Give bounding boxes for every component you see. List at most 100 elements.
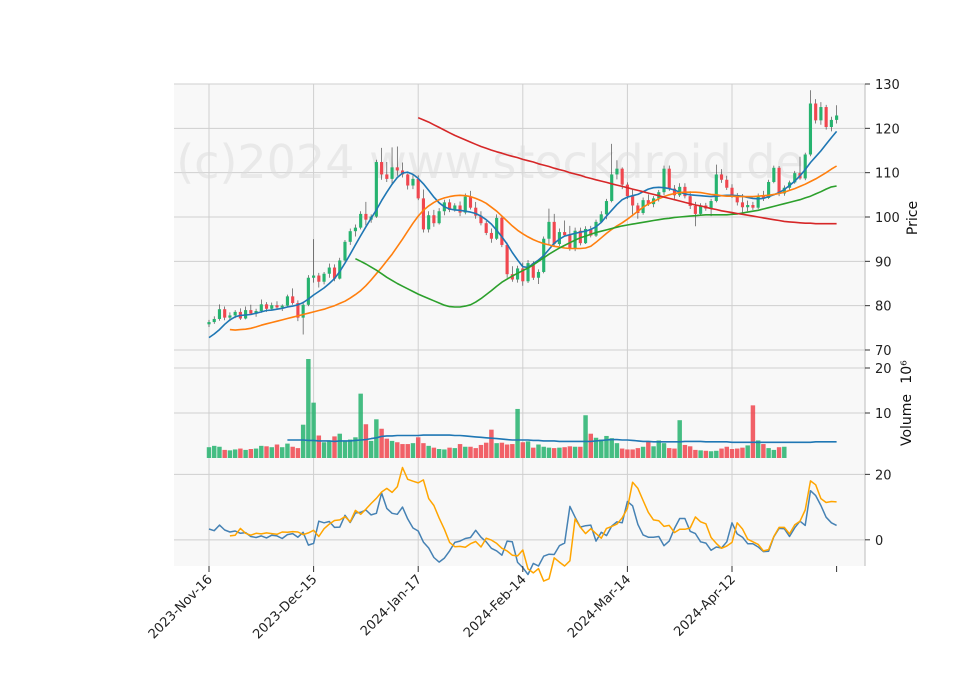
volume-bar [525,441,531,458]
candle-body [296,303,300,318]
volume-bar [478,444,484,458]
candle-body [500,217,504,245]
candle-body [719,174,724,180]
volume-bar [232,449,238,458]
candle-body [536,271,541,278]
volume-bar [776,447,782,458]
volume-bar [306,359,311,458]
candle-body [793,173,797,183]
candle-body [416,178,420,199]
candle-body [223,309,227,318]
volume-bar [259,445,264,458]
candle-body [338,260,342,279]
x-tick-label: 2024-Feb-14 [461,572,530,641]
candle-body [594,221,598,236]
price-tick-label: 110 [875,167,900,182]
price-panel [207,90,839,339]
candle-body [489,232,493,239]
candle-body [767,181,771,198]
candle-body [291,296,295,304]
volume-bar [311,402,316,458]
volume-bar [384,438,390,458]
volume-bar [347,439,353,458]
candle-body [228,315,232,318]
price-tick-label: 120 [875,122,900,137]
candle-body [604,201,609,215]
volume-bar [531,447,536,458]
volume-bar [572,446,578,458]
price-ma_mid-line [229,165,838,331]
volume-bar [515,408,520,458]
volume-bar [442,449,447,458]
candle-body [552,221,556,245]
price-tick-label: 80 [875,300,892,315]
volume-bar [285,443,290,458]
volume-bar [337,433,342,458]
volume-bar [264,446,269,458]
volume-bar [400,444,405,458]
candle-body [782,187,786,194]
volume-axis-unit: 10⁶ [899,360,915,384]
volume-bar [667,448,672,458]
volume-bar [269,447,274,458]
candle-body [772,167,776,182]
volume-bar [614,443,620,458]
price-tick-label: 70 [875,344,892,359]
volume-bar [520,442,526,458]
volume-bar [745,445,750,458]
volume-bar [295,448,301,458]
candle-body [432,215,436,224]
volume-bar [374,419,379,458]
candle-body [332,267,337,279]
volume-bar [504,444,510,458]
volume-bar [635,448,641,458]
volume-bar [468,446,473,458]
candle-body [217,309,222,319]
candle-body [280,305,284,308]
volume-bar [656,440,662,458]
price-tick-label: 130 [875,78,900,93]
macd-panel-bg [174,458,865,566]
volume-bar [447,447,452,458]
candle-body [688,196,692,206]
volume-bar [735,448,740,458]
volume-bar [332,436,337,458]
volume-bar [567,446,573,458]
volume-bar [379,428,384,458]
candle-body [301,304,305,318]
candle-body [259,304,263,311]
volume-bar [358,393,363,458]
price-ma_fast-line [208,130,838,339]
volume-bar [687,446,693,458]
candle-body [359,213,363,228]
x-tick-label: 2024-Mar-14 [565,572,634,641]
price-tick-label: 90 [875,255,892,270]
volume-bar [599,439,604,458]
volume-bar [766,448,771,458]
candle-body [264,304,269,309]
candle-body [599,214,603,222]
watermark-text: (c)2024 www.stockdroid.de [176,135,804,189]
volume-bar [651,446,656,458]
candle-body [526,263,530,282]
candle-body [437,211,441,224]
candle-body [714,174,718,202]
candle-body [824,107,828,128]
volume-bar [222,449,227,458]
candle-body [610,174,614,202]
candle-body [212,318,216,323]
candle-body [678,186,682,196]
candle-body [348,231,352,242]
candle-body [563,232,567,236]
candle-body [254,310,258,314]
volume-bar [405,444,410,458]
volume-bar [661,443,667,458]
volume-bar [395,442,400,458]
volume-bar [714,450,719,458]
volume-bar [489,429,494,458]
volume-bar [431,447,437,458]
volume-bar [557,447,562,458]
volume-bar [274,444,280,458]
volume-bar [750,405,756,458]
volume-bar [630,449,635,458]
